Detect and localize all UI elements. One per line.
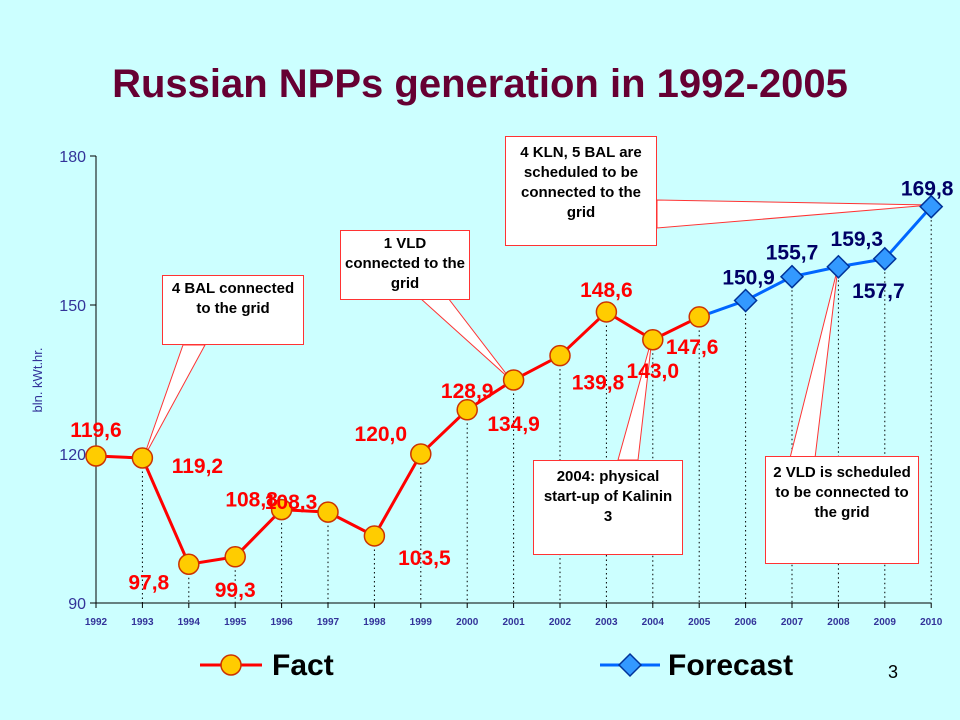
annotation-kalinin3: 2004: physical start-up of Kalinin 3 [533,460,683,555]
data-label: 134,9 [487,413,540,436]
chart-title: Russian NPPs generation in 1992-2005 [112,62,848,106]
legend-forecast-label: Forecast [668,649,793,682]
x-tick-label: 2005 [688,617,711,628]
data-label: 148,6 [580,279,633,302]
x-tick-label: 1999 [410,617,433,628]
fact-point [549,344,571,367]
data-label: 119,2 [172,455,223,478]
x-tick-label: 2006 [734,617,757,628]
callout-pointers [142,199,932,461]
data-label: 97,8 [128,571,169,594]
fact-point [642,329,664,351]
y-tick-label: 120 [59,447,86,464]
callout-pointer [789,266,839,459]
legend-fact-marker [220,654,242,676]
annotation-2vld: 2 VLD is scheduled to be connected to th… [765,456,919,564]
annotation-1vld: 1 VLD connected to the grid [340,230,470,300]
y-axis-label: bln. kWt.hr. [30,347,45,412]
data-label: 103,5 [398,547,451,570]
fact-point [595,301,618,323]
x-tick-label: 1993 [131,617,154,628]
x-tick-label: 2000 [456,617,479,628]
fact-point [410,443,432,465]
fact-point [270,498,293,521]
data-label: 108,3 [265,491,318,514]
annotation-4kln-5bal: 4 KLN, 5 BAL are scheduled to be connect… [505,136,657,246]
data-label: 169,8 [901,178,954,201]
data-label: 155,7 [766,242,819,265]
legend: Fact Forecast [200,649,793,682]
x-tick-label: 1992 [85,617,108,628]
x-tick-label: 1996 [270,617,293,628]
data-label: 150,9 [722,267,775,290]
data-label: 108,8 [225,489,278,512]
fact-point [502,369,525,391]
y-tick-label: 150 [59,298,86,315]
axes: 90 120 150 180 1992 1993 1994 1995 1996 1997 1998 1… [30,149,943,628]
x-tick-label: 2001 [502,617,525,628]
data-label: 119,6 [70,419,121,442]
x-tick-label: 2003 [595,617,618,628]
data-label: 147,6 [666,336,719,359]
forecast-point [826,254,851,279]
callout-pointer [418,297,512,381]
fact-point [131,447,154,469]
x-tick-label: 2009 [874,617,897,628]
x-tick-label: 2008 [827,617,850,628]
forecast-point [733,288,758,313]
data-label: 139,8 [572,372,625,395]
data-label: 99,3 [215,579,256,602]
x-tick-label: 1994 [178,617,201,628]
forecast-point [872,246,897,271]
x-tick-label: 1995 [224,617,247,628]
series-markers [85,194,944,576]
x-tick-label: 2007 [781,617,804,628]
data-label: 159,3 [831,228,884,251]
callout-pointer [142,344,206,460]
x-tick-label: 2004 [642,617,665,628]
data-label: 157,7 [852,280,905,303]
fact-point [317,501,339,523]
data-label: 120,0 [355,423,408,446]
callout-pointer [617,337,653,461]
fact-point [224,546,246,568]
data-label: 143,0 [627,360,680,383]
data-label: 128,9 [441,380,494,403]
y-tick-label: 180 [59,149,86,166]
fact-point [363,525,386,547]
fact-point [178,553,200,576]
forecast-point [779,264,805,289]
forecast-point [919,194,944,219]
page-number: 3 [888,662,899,682]
x-tick-label: 1998 [363,617,386,628]
x-tick-label: 1997 [317,617,340,628]
fact-point [85,445,107,467]
annotation-4bal: 4 BAL connected to the grid [162,275,304,345]
x-tick-label: 2002 [549,617,572,628]
x-tick-label: 2010 [920,617,943,628]
y-tick-label: 90 [68,596,86,613]
legend-fact-label: Fact [272,649,334,682]
fact-point [456,399,478,421]
callout-pointer [656,199,932,229]
legend-forecast-marker [617,652,643,678]
fact-point [688,306,710,328]
